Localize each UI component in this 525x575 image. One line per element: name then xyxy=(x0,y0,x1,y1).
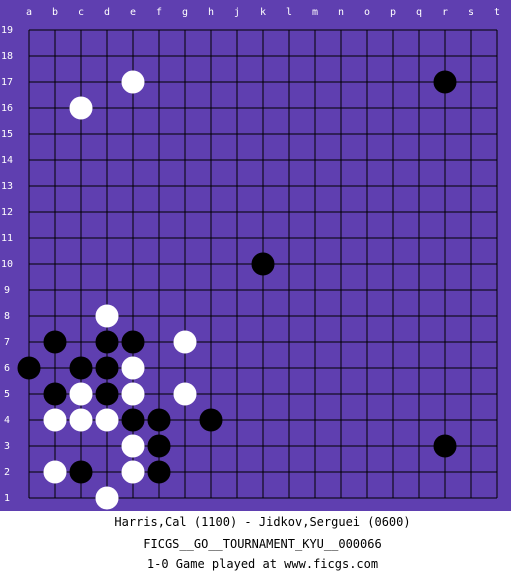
row-label: 1 xyxy=(4,493,10,504)
white-stone xyxy=(121,70,145,94)
black-stone xyxy=(95,330,119,354)
result-caption: 1-0 Game played at www.ficgs.com xyxy=(146,557,379,571)
column-label: q xyxy=(416,7,422,18)
column-label: g xyxy=(182,7,188,18)
row-label: 18 xyxy=(1,51,13,62)
black-stone xyxy=(43,330,67,354)
column-label: a xyxy=(26,7,32,18)
white-stone xyxy=(43,460,67,484)
row-label: 12 xyxy=(1,207,13,218)
black-stone xyxy=(433,434,457,458)
players-caption: Harris,Cal (1100) - Jidkov,Serguei (0600… xyxy=(114,515,411,529)
black-stone xyxy=(251,252,275,276)
white-stone xyxy=(43,408,67,432)
row-label: 6 xyxy=(4,363,10,374)
column-label: o xyxy=(364,7,370,18)
white-stone xyxy=(69,382,93,406)
column-label: r xyxy=(442,7,448,18)
row-label: 2 xyxy=(4,467,10,478)
black-stone xyxy=(147,434,171,458)
white-stone xyxy=(121,356,145,380)
row-label: 19 xyxy=(1,25,13,36)
black-stone xyxy=(17,356,41,380)
white-stone xyxy=(121,382,145,406)
row-labels: 19 18 17 16 15 14 13 12 11 10 9 8 7 6 5 4 3 2 1 xyxy=(1,25,13,504)
white-stone xyxy=(173,330,197,354)
black-stone xyxy=(69,356,93,380)
row-label: 17 xyxy=(1,77,13,88)
black-stone xyxy=(121,408,145,432)
column-label: f xyxy=(156,7,162,18)
white-stone xyxy=(95,408,119,432)
row-label: 8 xyxy=(4,311,10,322)
white-stone xyxy=(69,408,93,432)
row-label: 4 xyxy=(4,415,10,426)
black-stone xyxy=(199,408,223,432)
row-label: 5 xyxy=(4,389,10,400)
white-stone xyxy=(69,96,93,120)
row-label: 10 xyxy=(1,259,13,270)
black-stone xyxy=(43,382,67,406)
black-stone xyxy=(433,70,457,94)
column-label: n xyxy=(338,7,344,18)
column-label: h xyxy=(208,7,214,18)
column-label: s xyxy=(468,7,474,18)
row-label: 16 xyxy=(1,103,13,114)
black-stone xyxy=(121,330,145,354)
white-stone xyxy=(173,382,197,406)
column-label: p xyxy=(390,7,396,18)
white-stone xyxy=(121,434,145,458)
black-stone xyxy=(95,382,119,406)
black-stone xyxy=(69,460,93,484)
black-stone xyxy=(147,460,171,484)
black-stone xyxy=(95,356,119,380)
column-label: k xyxy=(260,7,266,18)
column-label: e xyxy=(130,7,136,18)
row-label: 13 xyxy=(1,181,13,192)
column-label: j xyxy=(234,7,240,18)
column-label: c xyxy=(78,7,84,18)
column-label: m xyxy=(312,7,318,18)
white-stone xyxy=(121,460,145,484)
event-caption: FICGS__GO__TOURNAMENT_KYU__000066 xyxy=(143,537,382,551)
row-label: 14 xyxy=(1,155,13,166)
stones-layer xyxy=(17,70,457,510)
row-label: 3 xyxy=(4,441,10,452)
column-label: l xyxy=(286,7,292,18)
white-stone xyxy=(95,486,119,510)
row-label: 11 xyxy=(1,233,13,244)
column-label: d xyxy=(104,7,110,18)
column-label: t xyxy=(494,7,500,18)
column-label: b xyxy=(52,7,58,18)
row-label: 15 xyxy=(1,129,13,140)
white-stone xyxy=(95,304,119,328)
row-label: 7 xyxy=(4,337,10,348)
black-stone xyxy=(147,408,171,432)
row-label: 9 xyxy=(4,285,10,296)
